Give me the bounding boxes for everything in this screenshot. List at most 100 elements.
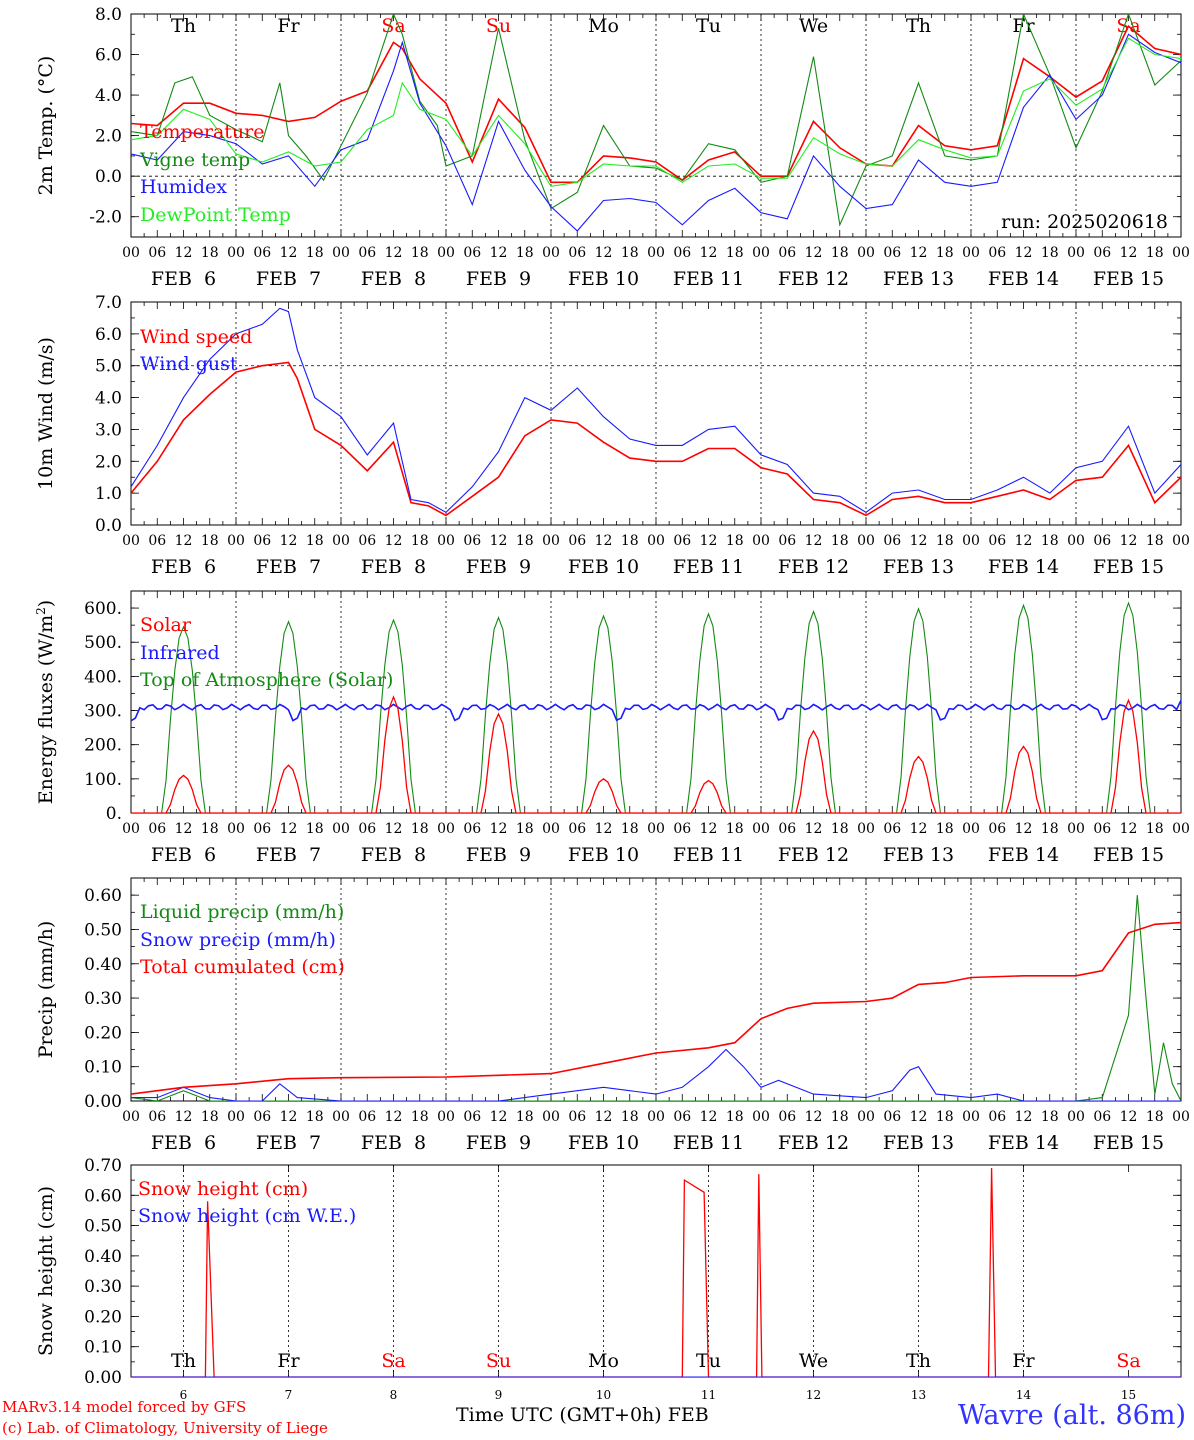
hour-tick-label: 00 [227,533,245,549]
legend-entry: Temperature [140,121,264,143]
date-label: FEB 13 [883,268,954,290]
y-axis-label: Energy fluxes (W/m2) [34,600,57,804]
hour-tick-label: 12 [910,533,928,549]
hour-tick-label: 18 [411,1109,429,1125]
hour-tick-label: 06 [358,245,376,261]
legend-entry: Snow height (cm W.E.) [138,1205,356,1227]
hour-tick-label: 00 [752,533,770,549]
legend-entry: Vigne temp [139,149,250,171]
y-tick-label: 0.40 [84,955,122,975]
hour-tick-label: 00 [1067,245,1085,261]
hour-tick-label: 00 [752,1109,770,1125]
hour-tick-label: 12 [910,245,928,261]
series-line-wind-1 [131,307,1181,513]
hour-tick-label: 06 [253,245,271,261]
hour-tick-label: 12 [1120,821,1138,837]
day-name-label: Th [906,1350,931,1372]
day-name-label: We [799,1350,828,1372]
legend-entry: Wind gust [140,353,238,375]
hour-tick-label: 12 [700,533,718,549]
hour-tick-label: 00 [1172,1109,1190,1125]
day-name-label: Mo [588,15,619,37]
hour-tick-label: 18 [831,245,849,261]
hour-tick-label: 12 [385,821,403,837]
day-name-label: Fr [277,1350,300,1372]
panel-precip: 0.00 0.10 0.20 0.30 0.40 0.50 0.60 Precip (mm/h… [35,877,1190,1154]
hour-tick-label: 18 [831,1109,849,1125]
date-label: FEB 9 [466,1132,531,1154]
date-label: FEB 8 [361,1132,426,1154]
series-line-wind-0 [131,361,1181,517]
hour-tick-label: 18 [936,821,954,837]
hour-tick-label: 00 [1067,821,1085,837]
date-label: FEB 8 [361,844,426,866]
hour-tick-label: 18 [1041,245,1059,261]
hour-tick-label: 00 [122,1109,140,1125]
y-tick-label: 0.00 [84,1368,122,1388]
y-tick-label: 3.0 [95,420,122,440]
date-label: FEB 7 [256,844,321,866]
hour-tick-label: 12 [1015,1109,1033,1125]
date-label: FEB 14 [988,556,1059,578]
hour-tick-label: 00 [332,245,350,261]
series-line-snow-0 [131,1167,1181,1377]
hour-tick-label: 00 [857,1109,875,1125]
date-label: FEB 11 [673,844,744,866]
hour-tick-label: 18 [1041,821,1059,837]
hour-tick-label: 00 [542,533,560,549]
day-number-label: 14 [1016,1388,1032,1402]
day-name-label: Th [171,1350,196,1372]
y-tick-label: 300. [84,702,122,722]
hour-tick-label: 00 [647,821,665,837]
legend-entry: Solar [140,614,192,636]
y-axis-label: 10m Wind (m/s) [35,337,57,490]
date-label: FEB 14 [988,1132,1059,1154]
hour-tick-label: 00 [542,821,560,837]
y-tick-label: 4.0 [95,389,122,409]
y-tick-label: 0.10 [84,1338,122,1358]
closing-paren: ) [35,600,57,607]
day-number-label: 13 [911,1388,926,1402]
hour-tick-label: 18 [516,245,534,261]
y-tick-label: 0.50 [84,1217,122,1237]
y-tick-label: 0.20 [84,1023,122,1043]
y-tick-label: 0. [106,804,122,824]
date-label: FEB 9 [466,556,531,578]
credit-line-2: (c) Lab. of Climatology, University of L… [2,1419,328,1437]
hour-tick-label: 00 [437,245,455,261]
hour-tick-label: 06 [988,245,1006,261]
y-tick-label: -2.0 [89,208,122,228]
hour-tick-label: 18 [936,245,954,261]
hour-tick-label: 06 [673,821,691,837]
legend-entry: Total cumulated (cm) [140,956,345,978]
hour-tick-label: 06 [253,1109,271,1125]
hour-tick-label: 06 [1093,533,1111,549]
hour-tick-label: 18 [411,245,429,261]
hour-tick-label: 00 [332,821,350,837]
hour-tick-label: 00 [1067,1109,1085,1125]
panel-temp: -2.0 0.0 2.0 4.0 6.0 8.0 2m Temp. (°C) 00 06 12 18… [35,5,1190,290]
hour-tick-label: 18 [726,533,744,549]
hour-tick-label: 00 [962,245,980,261]
hour-tick-label: 00 [1067,533,1085,549]
hour-tick-label: 12 [175,1109,193,1125]
date-label: FEB 9 [466,268,531,290]
hour-tick-label: 12 [175,245,193,261]
hour-tick-label: 12 [175,821,193,837]
date-label: FEB 9 [466,844,531,866]
y-tick-label: 600. [84,599,122,619]
hour-tick-label: 18 [201,245,219,261]
legend-entry: Top of Atmosphere (Solar) [140,669,393,691]
date-label: FEB 12 [778,556,849,578]
hour-tick-label: 18 [621,821,639,837]
day-name-label: Th [906,15,931,37]
hour-tick-label: 12 [385,245,403,261]
date-label: FEB 7 [256,268,321,290]
date-label: FEB 7 [256,556,321,578]
hour-tick-label: 12 [385,1109,403,1125]
date-label: FEB 13 [883,1132,954,1154]
hour-tick-label: 12 [1120,1109,1138,1125]
day-number-label: 10 [596,1388,611,1402]
date-label: FEB 8 [361,556,426,578]
hour-tick-label: 18 [621,533,639,549]
